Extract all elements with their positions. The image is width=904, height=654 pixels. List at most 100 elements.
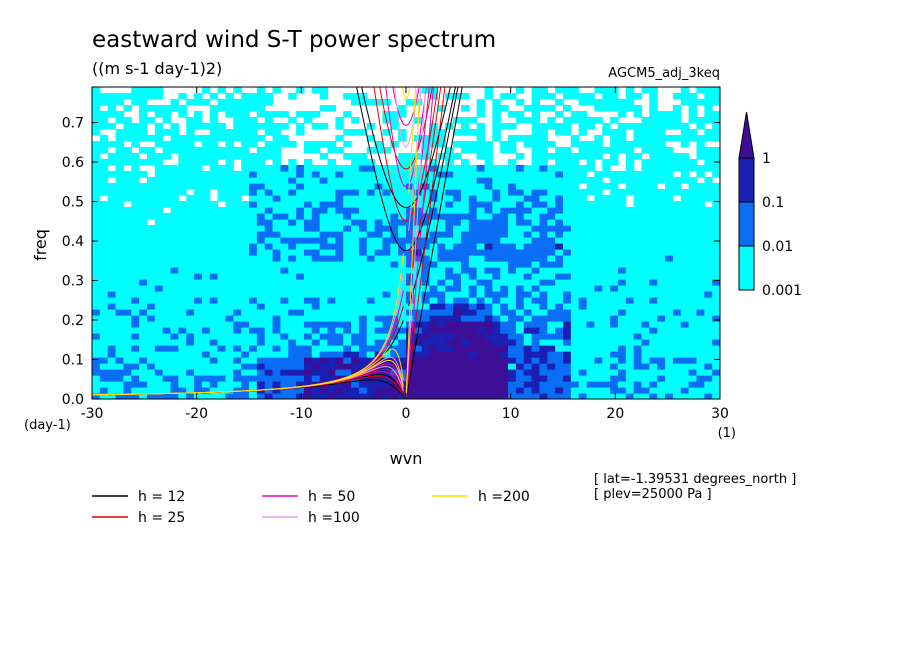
- heatmap-cell: [194, 285, 203, 292]
- heatmap-cell: [500, 141, 509, 148]
- heatmap-cell: [390, 171, 399, 178]
- heatmap-cell: [445, 213, 454, 220]
- heatmap-cell: [633, 183, 643, 190]
- heatmap-cell: [115, 219, 124, 226]
- heatmap-cell: [500, 279, 509, 286]
- heatmap-cell: [413, 381, 423, 388]
- heatmap-cell: [123, 339, 132, 346]
- heatmap-cell: [358, 165, 368, 172]
- heatmap-cell: [280, 243, 289, 250]
- heatmap-cell: [249, 99, 258, 106]
- heatmap-cell: [131, 267, 140, 274]
- heatmap-cell: [201, 213, 211, 220]
- heatmap-cell: [264, 231, 274, 238]
- heatmap-cell: [366, 273, 376, 280]
- heatmap-cell: [421, 339, 431, 346]
- heatmap-cell: [563, 375, 572, 382]
- heatmap-cell: [201, 339, 211, 346]
- heatmap-cell: [500, 327, 509, 334]
- heatmap-cell: [178, 135, 187, 142]
- heatmap-cell: [186, 201, 195, 208]
- heatmap-cell: [555, 393, 564, 399]
- heatmap-cell: [311, 357, 321, 364]
- heatmap-cell: [186, 195, 195, 202]
- heatmap-cell: [288, 375, 297, 382]
- heatmap-cell: [515, 189, 525, 196]
- heatmap-cell: [625, 141, 635, 148]
- heatmap-cell: [249, 159, 258, 166]
- heatmap-cell: [523, 327, 533, 334]
- heatmap-cell: [563, 333, 572, 340]
- heatmap-cell: [92, 153, 101, 160]
- heatmap-cell: [492, 99, 501, 106]
- heatmap-cell: [139, 93, 148, 100]
- heatmap-cell: [343, 321, 352, 328]
- heatmap-cell: [649, 141, 658, 148]
- heatmap-cell: [610, 357, 619, 364]
- heatmap-cell: [162, 369, 172, 376]
- heatmap-cell: [696, 171, 705, 178]
- heatmap-cell: [272, 243, 281, 250]
- heatmap-cell: [586, 267, 595, 274]
- heatmap-cell: [343, 345, 352, 352]
- heatmap-cell: [335, 135, 344, 142]
- heatmap-cell: [578, 225, 588, 232]
- heatmap-cell: [665, 369, 674, 376]
- heatmap-cell: [515, 315, 525, 322]
- heatmap-cell: [531, 321, 541, 328]
- heatmap-cell: [327, 315, 336, 322]
- heatmap-cell: [280, 111, 289, 118]
- heatmap-cell: [123, 129, 132, 136]
- heatmap-cell: [688, 165, 698, 172]
- heatmap-cell: [178, 243, 187, 250]
- heatmap-cell: [421, 249, 431, 256]
- heatmap-cell: [445, 201, 454, 208]
- heatmap-cell: [382, 201, 391, 208]
- heatmap-cell: [704, 255, 713, 262]
- heatmap-cell: [508, 237, 517, 244]
- heatmap-cell: [311, 297, 321, 304]
- heatmap-cell: [570, 243, 580, 250]
- heatmap-cell: [437, 261, 446, 268]
- heatmap-cell: [649, 111, 658, 118]
- heatmap-cell: [406, 219, 415, 226]
- heatmap-cell: [272, 387, 281, 394]
- heatmap-cell: [233, 99, 242, 106]
- heatmap-cell: [610, 375, 619, 382]
- heatmap-cell: [123, 195, 132, 202]
- heatmap-cell: [139, 261, 148, 268]
- heatmap-cell: [437, 189, 446, 196]
- heatmap-cell: [217, 327, 227, 334]
- heatmap-cell: [319, 285, 329, 292]
- heatmap-cell: [665, 363, 674, 370]
- heatmap-cell: [665, 225, 674, 232]
- heatmap-cell: [374, 207, 384, 214]
- heatmap-cell: [390, 273, 399, 280]
- heatmap-cell: [531, 159, 541, 166]
- heatmap-cell: [649, 267, 658, 274]
- heatmap-cell: [712, 393, 720, 399]
- heatmap-cell: [327, 273, 336, 280]
- heatmap-cell: [107, 369, 117, 376]
- heatmap-cell: [139, 123, 148, 130]
- heatmap-cell: [146, 375, 156, 382]
- heatmap-cell: [194, 321, 203, 328]
- heatmap-cell: [680, 387, 690, 394]
- heatmap-cell: [107, 159, 117, 166]
- heatmap-cell: [92, 213, 101, 220]
- heatmap-cell: [249, 309, 258, 316]
- heatmap-cell: [374, 321, 384, 328]
- heatmap-cell: [217, 123, 227, 130]
- heatmap-cell: [515, 351, 525, 358]
- heatmap-cell: [131, 387, 140, 394]
- power-heatmap: [92, 87, 720, 399]
- heatmap-cell: [453, 309, 462, 316]
- heatmap-cell: [154, 189, 164, 196]
- heatmap-cell: [233, 291, 242, 298]
- heatmap-cell: [696, 255, 705, 262]
- heatmap-cell: [515, 333, 525, 340]
- heatmap-cell: [445, 393, 454, 399]
- heatmap-cell: [429, 297, 438, 304]
- heatmap-cell: [382, 147, 391, 154]
